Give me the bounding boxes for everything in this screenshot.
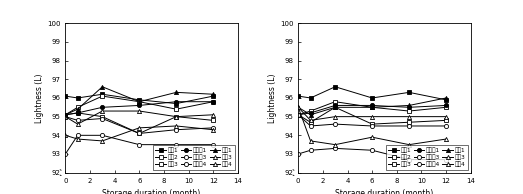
Y-axis label: Lightness (L): Lightness (L) [35, 73, 44, 123]
Legend: 상령1, 상령2, 상령3, 한가루1, 한가루3, 한가루4, 신길1, 신길3, 신길4: 상령1, 상령2, 상령3, 한가루1, 한가루3, 한가루4, 신길1, 신길… [153, 145, 235, 170]
X-axis label: Storage duration (month): Storage duration (month) [335, 189, 434, 194]
X-axis label: Storage duration (month): Storage duration (month) [103, 189, 201, 194]
Legend: 상령1, 상령2, 상령3, 한가루1, 한가루3, 한가루4, 신길1, 신길3, 신길4: 상령1, 상령2, 상령3, 한가루1, 한가루3, 한가루4, 신길1, 신길… [386, 145, 468, 170]
Y-axis label: Lightness (L): Lightness (L) [268, 73, 277, 123]
